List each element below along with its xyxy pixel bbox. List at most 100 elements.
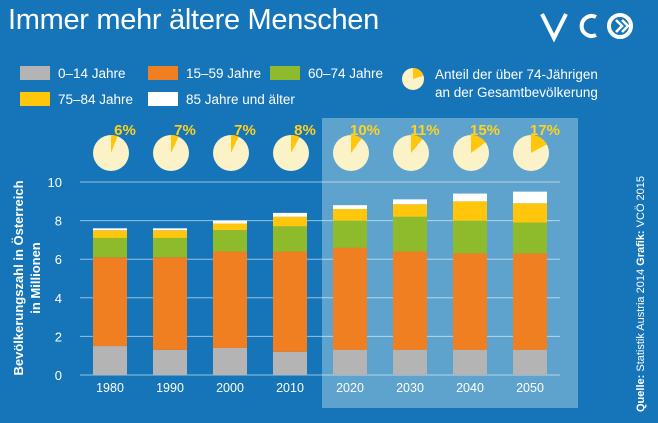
bar-segment: [213, 230, 247, 252]
pie-legend-line-2: an der Gesamtbevölkerung: [435, 85, 598, 100]
x-tick-label: 2010: [276, 381, 304, 395]
y-tick-label: 6: [55, 252, 62, 267]
bar-segment: [93, 346, 127, 375]
bar-segment: [333, 205, 367, 210]
y-tick-label: 0: [55, 368, 62, 383]
bar-segment: [513, 253, 547, 350]
legend-swatch: [270, 66, 300, 80]
pie-slice: [411, 135, 423, 153]
x-tick-label: 1980: [96, 381, 124, 395]
legend-swatch: [148, 92, 178, 106]
bar-segment: [453, 253, 487, 350]
pie-legend: Anteil der über 74-Jährigen an der Gesam…: [402, 67, 598, 100]
credit-text: VCÖ 2015: [635, 176, 647, 230]
y-axis-label-line-2: in Millionen: [28, 242, 43, 314]
bar-segment: [153, 257, 187, 350]
x-tick-label: 2000: [216, 381, 244, 395]
pie-legend-line-1: Anteil der über 74-Jährigen: [435, 67, 598, 82]
bar-segment: [153, 237, 187, 258]
legend-swatch: [20, 92, 50, 106]
bar-segment: [153, 349, 187, 375]
pie-percent-label: 11%: [410, 122, 439, 139]
bar-segment: [93, 257, 127, 347]
x-tick-label: 2020: [336, 381, 364, 395]
pie-slice: [291, 135, 300, 153]
x-tick-label: 2030: [396, 381, 424, 395]
x-tick-label: 2040: [456, 381, 484, 395]
pie-slice: [531, 135, 547, 153]
legend-label: 60–74 Jahre: [308, 66, 383, 81]
bar-segment: [273, 226, 307, 252]
share-pies: 6% 7% 7% 8% 10% 11% 15% 17%: [93, 122, 560, 171]
bar-segment: [453, 349, 487, 375]
x-tick-label: 1990: [156, 381, 184, 395]
bar-segment: [513, 203, 547, 223]
y-tick-label: 8: [55, 214, 62, 229]
legend: 0–14 Jahre 15–59 Jahre 60–74 Jahre 75–84 Ja…: [20, 66, 383, 107]
pie-legend-slice: [413, 67, 424, 79]
pie-percent-label: 17%: [530, 122, 560, 139]
bar-segment: [513, 191, 547, 204]
bar-segment: [453, 201, 487, 221]
bar-segment: [333, 209, 367, 221]
x-tick-label: 2050: [516, 381, 544, 395]
source-text: Statistik Austria 2014: [635, 266, 647, 375]
legend-swatch: [20, 66, 50, 80]
credit-label: Grafik:: [635, 230, 647, 265]
bar-segment: [333, 247, 367, 350]
bar-segment: [273, 251, 307, 352]
bar-segment: [393, 204, 427, 217]
bar-segment: [213, 347, 247, 375]
bar-segment: [93, 230, 127, 238]
vco-logo: [540, 13, 633, 43]
bar-segment: [333, 220, 367, 248]
bar-segment: [453, 193, 487, 202]
bars: [93, 191, 547, 375]
bar-segment: [393, 349, 427, 375]
bar-segment: [393, 216, 427, 252]
pie-slice: [351, 135, 362, 153]
source-note: Quelle: Statistik Austria 2014 Grafik: V…: [635, 176, 647, 412]
x-axis-ticks: 1980 1990 2000 2010 2020 2030 2040 2050: [96, 381, 544, 395]
bar-segment: [153, 228, 187, 231]
pie-percent-label: 7%: [234, 122, 256, 139]
legend-label: 15–59 Jahre: [186, 66, 261, 81]
bar-segment: [153, 230, 187, 238]
y-tick-label: 10: [48, 175, 62, 190]
y-tick-label: 4: [55, 291, 62, 306]
legend-swatch: [148, 66, 178, 80]
bar-segment: [273, 216, 307, 227]
bar-segment: [393, 199, 427, 205]
bar-segment: [213, 251, 247, 348]
bar-segment: [213, 223, 247, 231]
pie-percent-label: 7%: [174, 122, 196, 139]
pie-slice: [231, 135, 239, 153]
pie-percent-label: 15%: [470, 122, 500, 139]
bar-segment: [333, 349, 367, 375]
bar-segment: [93, 237, 127, 258]
bar-segment: [513, 349, 547, 375]
bar-segment: [93, 228, 127, 231]
legend-label: 75–84 Jahre: [58, 92, 133, 107]
bar-segment: [213, 220, 247, 224]
y-tick-label: 2: [55, 329, 62, 344]
bar-segment: [393, 251, 427, 350]
bar-segment: [273, 351, 307, 375]
legend-label: 0–14 Jahre: [58, 66, 126, 81]
legend-label: 85 Jahre und älter: [186, 92, 295, 107]
bar-segment: [453, 220, 487, 254]
y-axis-ticks: 0 2 4 6 8 10: [48, 175, 62, 383]
pie-percent-label: 8%: [294, 122, 316, 139]
bar-segment: [513, 222, 547, 254]
pie-percent-label: 6%: [114, 122, 136, 139]
page-title: Immer mehr ältere Menschen: [8, 4, 379, 36]
pie-percent-label: 10%: [350, 122, 380, 139]
bar-segment: [273, 212, 307, 217]
pie-slice: [471, 135, 486, 153]
y-axis-label-line-1: Bevölkerungszahl in Österreich: [11, 180, 26, 375]
source-label: Quelle:: [635, 375, 647, 412]
pie-slice: [111, 134, 118, 153]
pie-slice: [171, 135, 179, 153]
